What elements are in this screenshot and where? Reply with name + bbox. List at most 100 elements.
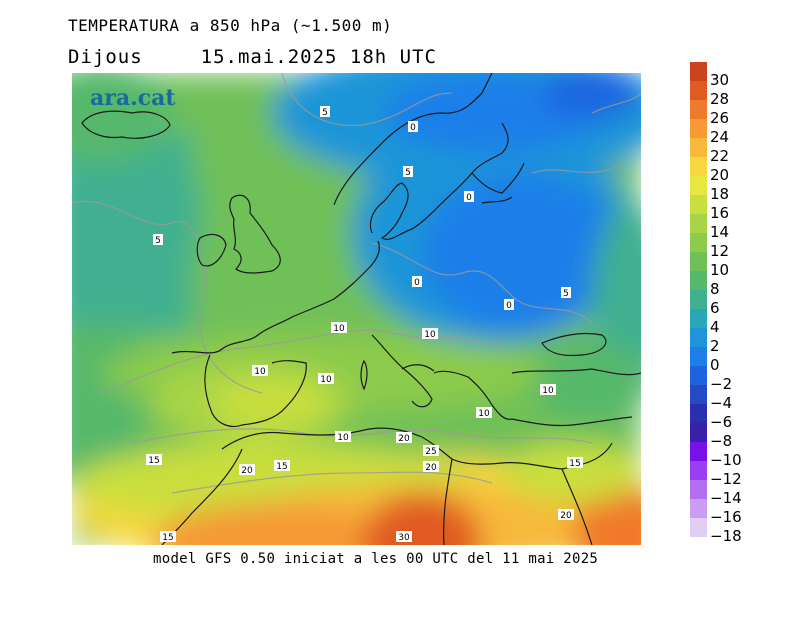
colorbar-label: 4	[710, 318, 720, 336]
contour-label-bg	[239, 464, 255, 475]
colorbar-swatch	[690, 271, 707, 290]
colorbar-swatch	[690, 366, 707, 385]
contour-label: 10	[337, 433, 349, 443]
colorbar-label: −12	[710, 470, 742, 488]
colorbar-swatch	[690, 195, 707, 214]
forecast-day: Dijous	[68, 46, 143, 68]
colorbar-label: 28	[710, 90, 730, 108]
contour-label: 10	[254, 367, 266, 377]
colorbar-swatch	[690, 480, 707, 499]
contour-label-bg	[504, 299, 514, 310]
contour-label-bg	[403, 166, 413, 177]
contour-label: 10	[542, 386, 554, 396]
colorbar-label: −10	[710, 451, 742, 469]
contour-label-bg	[318, 373, 334, 384]
colorbar-swatch	[690, 233, 707, 252]
contour-label-bg	[146, 454, 162, 465]
colorbar-label: 2	[710, 337, 720, 355]
contour-label: 15	[569, 459, 580, 469]
contour-label: 20	[398, 434, 410, 444]
contour-label-bg	[412, 276, 422, 287]
colorbar-swatch	[690, 157, 707, 176]
colorbar-label: 20	[710, 166, 730, 184]
contour-label: 5	[405, 168, 411, 178]
map-title: TEMPERATURA a 850 hPa (~1.500 m)	[68, 16, 393, 35]
colorbar-swatch	[690, 328, 707, 347]
colorbar-swatch	[690, 309, 707, 328]
colorbar-label: 24	[710, 128, 730, 146]
colorbar-label: 0	[710, 356, 720, 374]
contour-label: 0	[506, 301, 512, 311]
colorbar-swatch	[690, 442, 707, 461]
colorbar-label: 18	[710, 185, 730, 203]
contour-label-bg	[160, 531, 176, 542]
forecast-datetime: 15.mai.2025 18h UTC	[200, 46, 437, 68]
colorbar-label: 12	[710, 242, 730, 260]
colorbar-label: −4	[710, 394, 733, 412]
contour-label: 15	[276, 462, 287, 472]
contour-label: 30	[398, 533, 410, 543]
contour-label-bg	[274, 460, 290, 471]
contour-label: 10	[333, 324, 345, 334]
colorbar-label: 26	[710, 109, 730, 127]
contour-labels: 5 0 5 0 5 0 5 0 10 10 10 10 10 10 10 15 20 25 20 15 15 20 15 30…	[146, 106, 583, 543]
colorbar-label: 10	[710, 261, 730, 279]
contour-label-bg	[396, 531, 412, 542]
colorbar-swatch	[690, 252, 707, 271]
contour-label-bg	[252, 365, 268, 376]
map-subtitle: Dijous 15.mai.2025 18h UTC	[68, 46, 495, 68]
colorbar-label: 6	[710, 299, 720, 317]
contour-label: 25	[425, 447, 436, 457]
contour-label: 5	[155, 236, 161, 246]
contour-label-bg	[422, 328, 438, 339]
contour-label-bg	[540, 384, 556, 395]
contour-label: 20	[425, 463, 437, 473]
contour-label-bg	[335, 431, 351, 442]
colorbar-swatch	[690, 214, 707, 233]
contour-label-bg	[423, 445, 439, 456]
contour-label: 15	[162, 533, 173, 543]
model-info-footer: model GFS 0.50 iniciat a les 00 UTC del …	[153, 551, 599, 567]
colorbar-swatch	[690, 62, 707, 81]
contour-label: 0	[466, 193, 472, 203]
ara-cat-logo: ara.cat	[90, 85, 176, 111]
contour-label-bg	[396, 432, 412, 443]
contour-label: 15	[148, 456, 159, 466]
contour-label-bg	[423, 461, 439, 472]
colorbar-swatch	[690, 404, 707, 423]
colorbar-swatch	[690, 518, 707, 537]
contour-label: 0	[414, 278, 420, 288]
colorbar-label: 16	[710, 204, 730, 222]
colorbar-label: −18	[710, 527, 742, 545]
colorbar-swatch	[690, 176, 707, 195]
colorbar-label: 8	[710, 280, 720, 298]
contour-label-bg	[320, 106, 330, 117]
contour-label-bg	[331, 322, 347, 333]
colorbar-swatch	[690, 100, 707, 119]
colorbar-swatch	[690, 119, 707, 138]
contour-label: 5	[563, 289, 569, 299]
colorbar-label: −16	[710, 508, 742, 526]
colorbar-label: 14	[710, 223, 730, 241]
colorbar-swatch	[690, 385, 707, 404]
colorbar-label: −6	[710, 413, 733, 431]
colorbar-swatch	[690, 461, 707, 480]
contour-label: 20	[560, 511, 572, 521]
contour-label: 10	[320, 375, 332, 385]
contour-label: 20	[241, 466, 253, 476]
colorbar-label: −14	[710, 489, 742, 507]
colorbar-swatch	[690, 290, 707, 309]
colorbar-swatch	[690, 499, 707, 518]
colorbar-swatch	[690, 138, 707, 157]
colorbar-swatch	[690, 81, 707, 100]
colorbar-label: 30	[710, 71, 730, 89]
contour-label: 10	[478, 409, 490, 419]
contour-label-bg	[567, 457, 583, 468]
contour-label: 0	[410, 123, 416, 133]
contour-label-bg	[558, 509, 574, 520]
contour-label-bg	[561, 287, 571, 298]
contour-label-bg	[408, 121, 418, 132]
contour-label-bg	[476, 407, 492, 418]
contour-label-bg	[464, 191, 474, 202]
colorbar-label: −8	[710, 432, 733, 450]
